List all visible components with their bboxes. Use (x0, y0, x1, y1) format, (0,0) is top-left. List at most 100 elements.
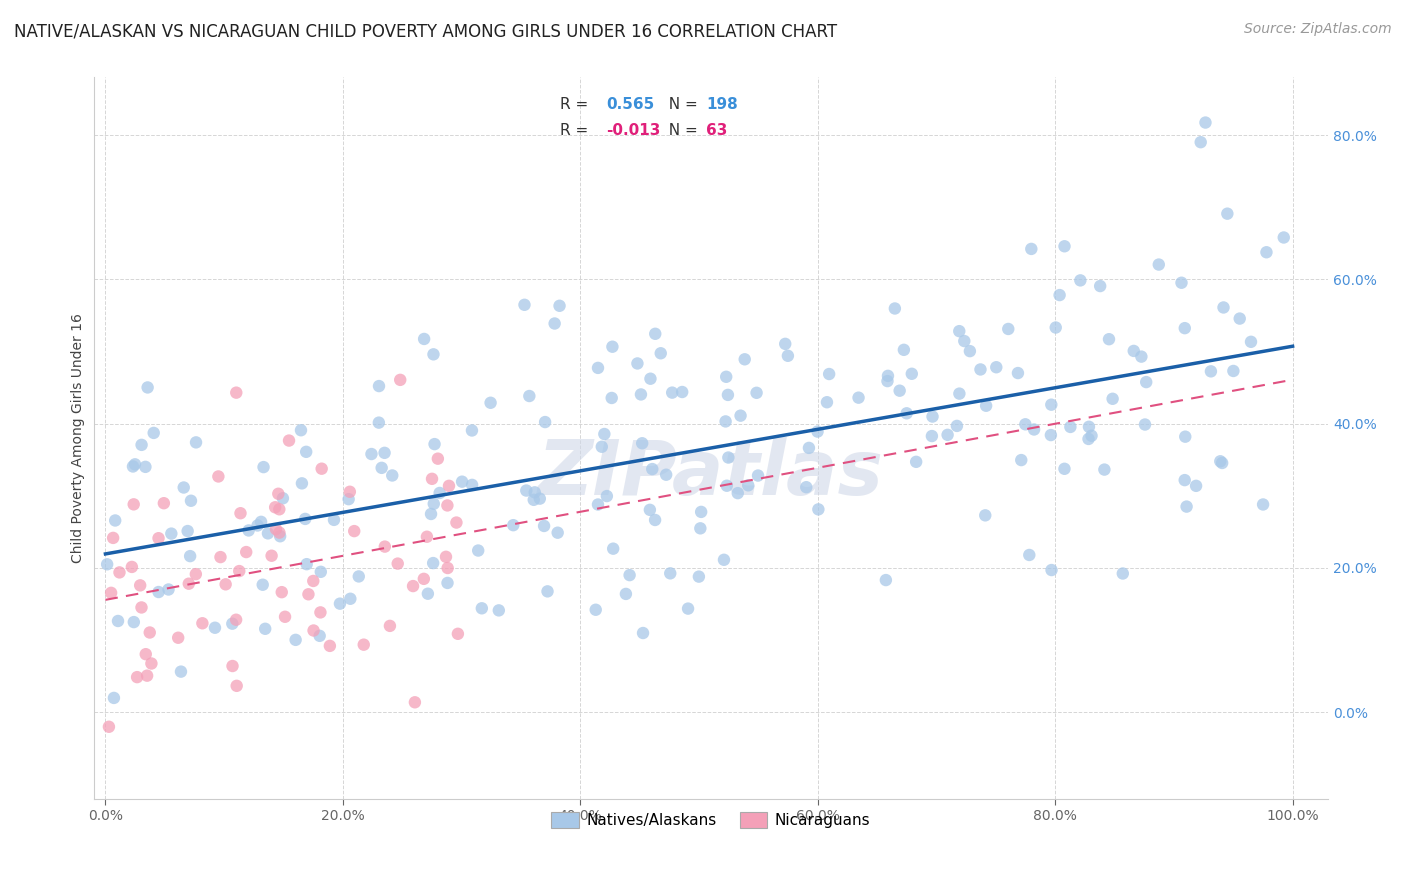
Point (153, 496, 176, 510)
Point (319, 639, 342, 653)
Point (129, 578, 152, 592)
Point (969, 362, 991, 376)
Point (479, 396, 502, 410)
Legend: Natives/Alaskans, Nicaraguans: Natives/Alaskans, Nicaraguans (546, 806, 876, 835)
Point (250, 515, 273, 529)
Point (302, 574, 325, 588)
Point (184, 567, 207, 582)
Text: N =: N = (659, 96, 703, 112)
Point (461, 478, 484, 492)
Point (207, 469, 229, 483)
Point (602, 541, 624, 556)
Point (883, 301, 905, 316)
Point (160, 526, 183, 541)
Point (986, 360, 1008, 375)
Point (311, 461, 333, 475)
Point (619, 568, 641, 582)
Point (389, 373, 412, 387)
Point (378, 619, 401, 633)
Point (429, 486, 451, 500)
Point (157, 582, 180, 597)
Point (337, 492, 360, 507)
Point (235, 545, 257, 559)
Point (488, 603, 510, 617)
Point (1014, 417, 1036, 432)
Text: Source: ZipAtlas.com: Source: ZipAtlas.com (1244, 22, 1392, 37)
Point (1010, 453, 1032, 467)
Point (191, 616, 214, 631)
Point (1251, 498, 1274, 512)
Point (650, 346, 672, 360)
Point (1174, 321, 1197, 335)
Point (434, 549, 457, 564)
Point (246, 518, 269, 533)
Point (1018, 548, 1040, 562)
Point (1147, 258, 1170, 272)
Y-axis label: Child Poverty Among Girls Under 16: Child Poverty Among Girls Under 16 (72, 313, 86, 563)
Text: R =: R = (560, 122, 593, 137)
Point (461, 424, 484, 438)
Point (138, 625, 160, 640)
Text: 63: 63 (706, 122, 727, 137)
Point (815, 395, 838, 409)
Point (284, 632, 307, 647)
Point (167, 631, 190, 645)
Point (1122, 343, 1144, 358)
Text: NATIVE/ALASKAN VS NICARAGUAN CHILD POVERTY AMONG GIRLS UNDER 16 CORRELATION CHAR: NATIVE/ALASKAN VS NICARAGUAN CHILD POVER… (14, 22, 837, 40)
Point (1222, 364, 1244, 378)
Point (291, 476, 314, 491)
Point (451, 475, 474, 489)
Point (727, 486, 749, 500)
Point (716, 369, 738, 384)
Point (875, 573, 897, 587)
Point (297, 587, 319, 601)
Point (228, 564, 250, 578)
Point (225, 679, 247, 693)
Point (1007, 366, 1029, 380)
Point (596, 489, 619, 503)
Point (806, 425, 828, 439)
Point (270, 585, 292, 599)
Point (1077, 419, 1099, 434)
Point (238, 524, 260, 538)
Point (713, 553, 735, 567)
Point (534, 415, 557, 429)
Point (267, 487, 290, 501)
Point (644, 513, 666, 527)
Point (136, 668, 159, 682)
Point (142, 425, 165, 440)
Point (437, 479, 460, 493)
Point (921, 409, 943, 424)
Point (422, 347, 444, 361)
Point (1211, 456, 1233, 470)
Point (1021, 242, 1043, 256)
Point (416, 530, 439, 544)
Point (585, 603, 607, 617)
Point (413, 332, 436, 346)
Point (1045, 320, 1067, 334)
Point (295, 445, 318, 459)
Point (1133, 417, 1156, 432)
Point (179, 549, 201, 563)
Point (274, 609, 297, 624)
Point (614, 587, 637, 601)
Point (689, 521, 711, 535)
Point (921, 429, 943, 443)
Point (889, 384, 911, 398)
Point (959, 344, 981, 359)
Point (714, 414, 737, 428)
Point (329, 597, 352, 611)
Point (638, 503, 661, 517)
Point (513, 298, 536, 312)
Point (180, 493, 202, 508)
Point (905, 455, 928, 469)
Point (1240, 334, 1263, 349)
Point (420, 507, 443, 521)
Point (1199, 364, 1222, 378)
Point (946, 418, 969, 433)
Point (671, 384, 693, 399)
Point (747, 468, 769, 483)
Point (269, 525, 291, 540)
Point (591, 440, 613, 454)
Point (688, 569, 710, 583)
